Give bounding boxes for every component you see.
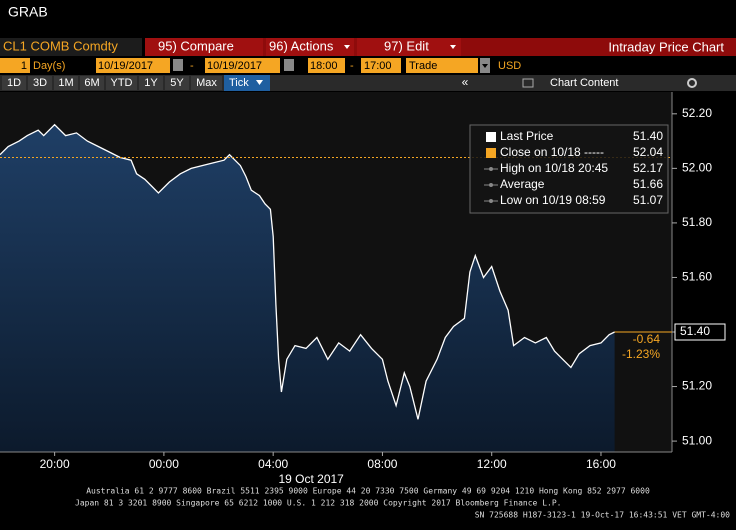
range-label: YTD bbox=[111, 77, 133, 89]
chart-content-icon bbox=[522, 78, 534, 88]
legend-label: High on 10/18 20:45 bbox=[500, 161, 608, 175]
legend-symbol bbox=[489, 199, 493, 203]
last-price-label: 51.40 bbox=[680, 324, 710, 338]
screen-title: Intraday Price Chart bbox=[608, 39, 724, 54]
legend-symbol bbox=[489, 183, 493, 187]
y-tick-label: 51.20 bbox=[682, 379, 712, 393]
calendar-icon[interactable] bbox=[173, 59, 183, 71]
y-tick-label: 51.00 bbox=[682, 433, 712, 447]
range-label: Max bbox=[196, 77, 217, 89]
start-time-field[interactable] bbox=[308, 58, 345, 73]
x-tick-label: 12:00 bbox=[477, 457, 507, 471]
period-count: 1 bbox=[21, 60, 27, 72]
app-title: GRAB bbox=[8, 4, 48, 20]
range-button[interactable] bbox=[139, 76, 163, 90]
legend-value: 52.04 bbox=[633, 145, 663, 159]
range-buttons: 1D 3D 1M 6M YTD 1Y 5Y Max bbox=[2, 76, 222, 90]
y-tick-label: 51.80 bbox=[682, 215, 712, 229]
range-label: 1Y bbox=[144, 77, 158, 89]
compare-button[interactable] bbox=[145, 38, 263, 56]
dropdown-arrow bbox=[450, 45, 456, 49]
change-label: -1.23% bbox=[622, 347, 660, 361]
y-tick-label: 51.60 bbox=[682, 270, 712, 284]
end-date-field[interactable] bbox=[205, 58, 280, 73]
footer-line: Australia 61 2 9777 8600 Brazil 5511 239… bbox=[86, 487, 650, 496]
legend-symbol bbox=[489, 167, 493, 171]
calendar-icon[interactable] bbox=[284, 59, 294, 71]
x-tick-label: 08:00 bbox=[367, 457, 397, 471]
footer: Australia 61 2 9777 8600 Brazil 5511 239… bbox=[75, 487, 730, 520]
y-tick-label: 52.00 bbox=[682, 161, 712, 175]
range-button[interactable] bbox=[28, 76, 52, 90]
security-field[interactable] bbox=[0, 38, 142, 56]
range-button[interactable] bbox=[80, 76, 104, 90]
button-label: 95) Compare bbox=[158, 38, 234, 53]
period-count-field[interactable] bbox=[0, 58, 30, 73]
button-label: 96) Actions bbox=[269, 38, 334, 53]
period-unit: Day(s) bbox=[33, 60, 65, 72]
range-label: 6M bbox=[84, 77, 99, 89]
end-date: 10/19/2017 bbox=[207, 60, 262, 72]
last-price-box bbox=[674, 323, 726, 341]
dropdown-arrow bbox=[256, 80, 263, 85]
start-time: 18:00 bbox=[310, 60, 338, 72]
dash: - bbox=[350, 60, 354, 72]
footer-line: Japan 81 3 3201 8900 Singapore 65 6212 1… bbox=[75, 499, 561, 508]
dropdown-arrow bbox=[482, 64, 488, 68]
start-date-field[interactable] bbox=[96, 58, 170, 73]
legend-swatch bbox=[486, 148, 496, 158]
actions-button[interactable] bbox=[266, 38, 354, 56]
event-field[interactable] bbox=[406, 58, 478, 73]
date-label: 19 Oct 2017 bbox=[278, 472, 344, 486]
legend-value: 51.40 bbox=[633, 129, 663, 143]
collapse-button[interactable]: « bbox=[462, 75, 469, 89]
range-label: 1M bbox=[58, 77, 73, 89]
end-time: 17:00 bbox=[364, 60, 392, 72]
security: CL1 COMB Comdty bbox=[3, 38, 118, 53]
plot: 52.20 52.00 51.80 51.60 51.40 51.20 51.00 51.40… bbox=[0, 92, 726, 486]
range-button[interactable] bbox=[106, 76, 137, 90]
range-button[interactable] bbox=[2, 76, 26, 90]
frequency: Tick bbox=[229, 77, 249, 89]
x-tick-label: 04:00 bbox=[258, 457, 288, 471]
legend-swatch bbox=[486, 132, 496, 142]
edit-button[interactable] bbox=[357, 38, 461, 56]
range-button[interactable] bbox=[54, 76, 78, 90]
end-time-field[interactable] bbox=[361, 58, 401, 73]
x-tick-label: 20:00 bbox=[40, 457, 70, 471]
chart-content-button[interactable]: Chart Content bbox=[550, 77, 618, 89]
price-area bbox=[0, 124, 615, 452]
button-label: 97) Edit bbox=[384, 38, 429, 53]
range-button[interactable] bbox=[191, 76, 222, 90]
currency: USD bbox=[498, 60, 521, 72]
footer-line: SN 725688 H187-3123-1 19-Oct-17 16:43:51… bbox=[475, 511, 730, 520]
legend-label: Close on 10/18 ----- bbox=[500, 145, 604, 159]
event: Trade bbox=[409, 60, 437, 72]
range-button[interactable] bbox=[165, 76, 189, 90]
legend-value: 52.17 bbox=[633, 161, 663, 175]
legend-box bbox=[469, 124, 669, 214]
legend-label: Low on 10/19 08:59 bbox=[500, 193, 606, 207]
x-tick-label: 00:00 bbox=[149, 457, 179, 471]
change-label: -0.64 bbox=[633, 332, 661, 346]
legend-label: Average bbox=[500, 177, 545, 191]
start-date: 10/19/2017 bbox=[98, 60, 153, 72]
legend-value: 51.07 bbox=[633, 193, 663, 207]
legend-label: Last Price bbox=[500, 129, 554, 143]
range-label: 1D bbox=[7, 77, 21, 89]
settings-icon[interactable] bbox=[687, 78, 697, 88]
range-label: 5Y bbox=[170, 77, 184, 89]
frequency-button[interactable] bbox=[224, 75, 270, 91]
dash: - bbox=[190, 60, 194, 72]
x-tick-label: 16:00 bbox=[586, 457, 616, 471]
legend-value: 51.66 bbox=[633, 177, 663, 191]
dropdown-arrow bbox=[344, 45, 350, 49]
y-tick-label: 52.20 bbox=[682, 106, 712, 120]
range-label: 3D bbox=[33, 77, 47, 89]
